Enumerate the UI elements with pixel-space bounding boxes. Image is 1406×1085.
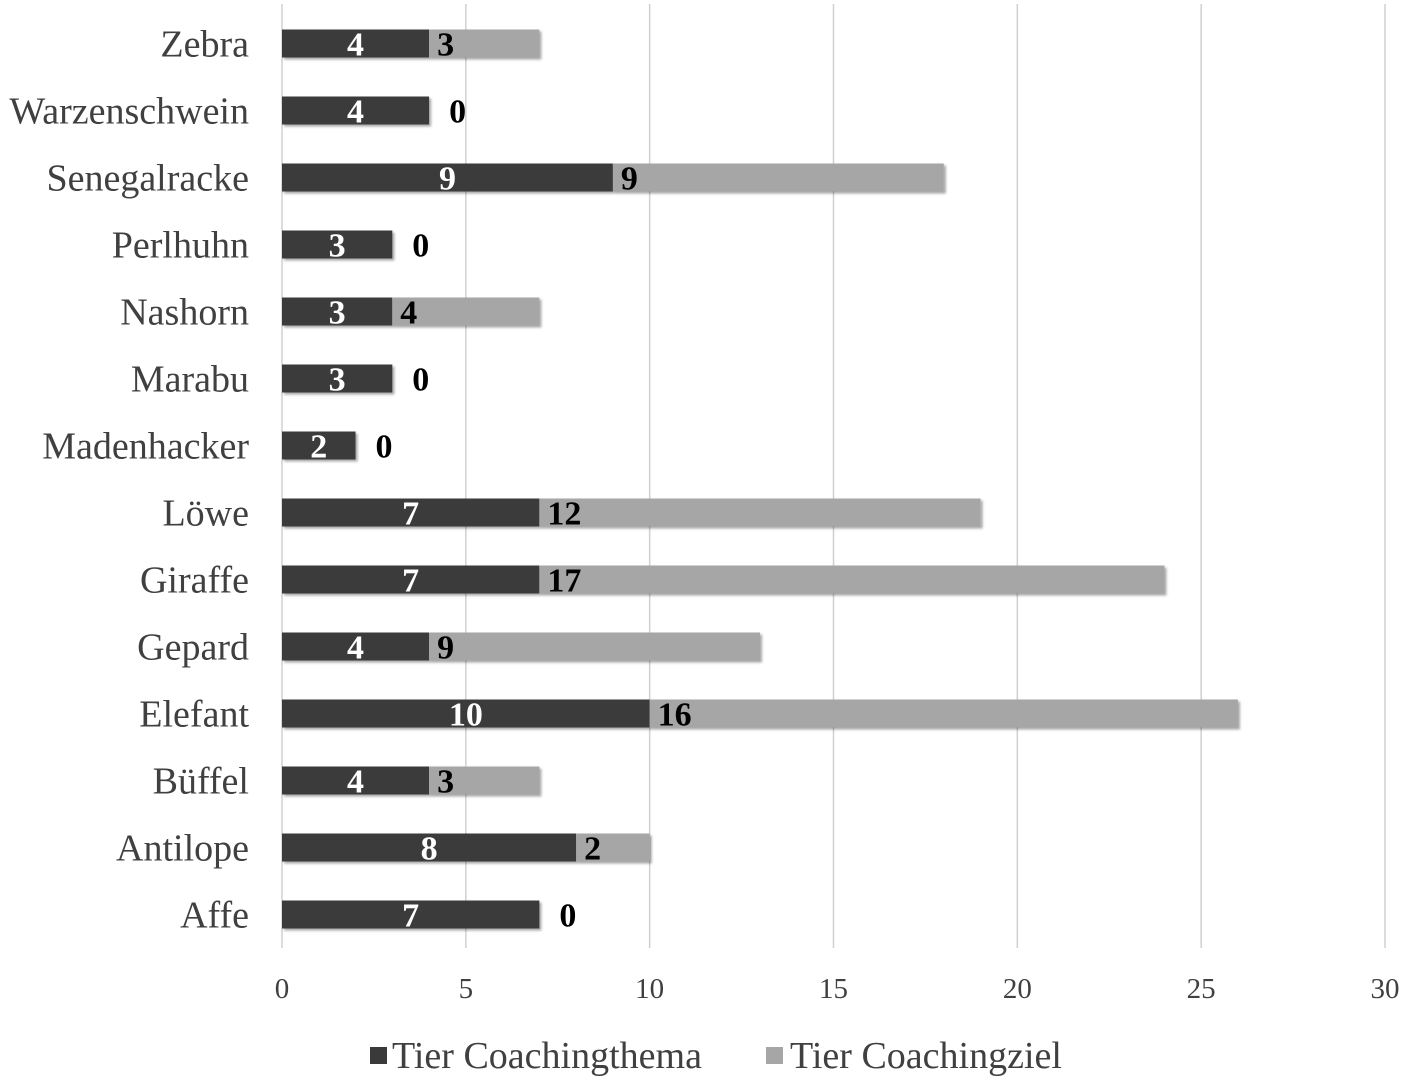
bar-coachingthema <box>282 163 613 192</box>
bar-coachingziel <box>429 29 540 58</box>
data-label-coachingthema: 2 <box>310 429 327 466</box>
x-tick-label: 30 <box>1371 973 1400 1005</box>
data-label-coachingziel: 17 <box>547 563 581 600</box>
category-label: Antilope <box>116 828 249 870</box>
data-label-coachingthema: 7 <box>402 898 419 935</box>
category-label: Elefant <box>139 694 249 736</box>
legend-swatch <box>370 1047 387 1064</box>
category-label: Madenhacker <box>42 426 249 468</box>
bar-coachingthema <box>282 900 540 929</box>
data-label-coachingthema: 4 <box>347 27 364 64</box>
bar-coachingthema <box>282 766 430 795</box>
bar-coachingthema <box>282 230 393 259</box>
category-label: Affe <box>180 895 249 937</box>
bar-coachingziel <box>539 565 1165 594</box>
data-label-coachingziel: 0 <box>412 362 429 399</box>
x-tick-label: 20 <box>1003 973 1032 1005</box>
data-label-coachingthema: 3 <box>329 295 346 332</box>
data-label-coachingziel: 0 <box>449 94 466 131</box>
category-label: Warzenschwein <box>9 91 249 133</box>
x-tick-label: 10 <box>635 973 664 1005</box>
data-label-coachingthema: 3 <box>329 362 346 399</box>
data-label-coachingziel: 9 <box>437 630 454 667</box>
bar-coachingthema <box>282 699 650 728</box>
bar-coachingziel <box>392 297 540 326</box>
data-label-coachingziel: 0 <box>376 429 393 466</box>
data-label-coachingziel: 2 <box>584 831 601 868</box>
category-label: Gepard <box>137 627 249 669</box>
legend-swatch <box>766 1047 783 1064</box>
legend-label: Tier Coachingziel <box>790 1035 1062 1077</box>
legend: Tier Coachingthema Tier Coachingziel <box>370 1035 1062 1077</box>
y-axis-categories: Affe Antilope Büffel Elefant Gepard Giraffe Lö… <box>9 24 249 937</box>
x-tick-label: 25 <box>1187 973 1216 1005</box>
x-axis-ticks: 0 5 10 15 20 25 30 <box>275 973 1400 1005</box>
data-label-coachingthema: 7 <box>402 563 419 600</box>
data-label-coachingziel: 4 <box>400 295 417 332</box>
category-label: Perlhuhn <box>112 225 249 267</box>
gridlines <box>281 4 1386 948</box>
data-label-coachingthema: 3 <box>329 228 346 265</box>
bar-coachingziel <box>576 833 650 862</box>
data-label-coachingthema: 10 <box>449 697 483 734</box>
data-label-coachingthema: 8 <box>421 831 438 868</box>
data-label-coachingziel: 0 <box>412 228 429 265</box>
category-label: Büffel <box>153 761 249 803</box>
bar-coachingziel <box>429 632 760 661</box>
data-label-coachingthema: 4 <box>347 630 364 667</box>
data-label-coachingziel: 9 <box>621 161 638 198</box>
bar-coachingthema <box>282 431 356 460</box>
data-label-coachingziel: 3 <box>437 27 454 64</box>
bar-coachingthema <box>282 498 540 527</box>
data-label-coachingziel: 12 <box>547 496 581 533</box>
data-label-coachingthema: 7 <box>402 496 419 533</box>
bar-coachingthema <box>282 632 430 661</box>
category-label: Löwe <box>162 493 249 535</box>
data-labels: 7 08 24 310 164 97 177 122 03 03 43 09 94 04 3 <box>310 27 691 935</box>
bars <box>282 29 1238 929</box>
bar-coachingziel <box>429 766 540 795</box>
data-label-coachingthema: 9 <box>439 161 456 198</box>
data-label-coachingziel: 0 <box>559 898 576 935</box>
bar-coachingthema <box>282 565 540 594</box>
bar-coachingziel <box>612 163 944 192</box>
category-label: Senegalracke <box>46 158 249 200</box>
legend-label: Tier Coachingthema <box>392 1035 702 1077</box>
bar-coachingthema <box>282 297 393 326</box>
category-label: Nashorn <box>120 292 249 334</box>
x-tick-label: 15 <box>819 973 848 1005</box>
category-label: Zebra <box>160 24 249 66</box>
bar-coachingthema <box>282 29 430 58</box>
bar-coachingthema <box>282 96 430 125</box>
bar-coachingziel <box>649 699 1238 728</box>
bar-coachingthema <box>282 833 577 862</box>
data-label-coachingziel: 16 <box>658 697 692 734</box>
x-tick-label: 0 <box>275 973 290 1005</box>
x-tick-label: 5 <box>459 973 474 1005</box>
bar-coachingthema <box>282 364 393 393</box>
data-label-coachingziel: 3 <box>437 764 454 801</box>
category-label: Marabu <box>131 359 249 401</box>
bar-coachingziel <box>539 498 981 527</box>
category-label: Giraffe <box>140 560 249 602</box>
data-label-coachingthema: 4 <box>347 94 364 131</box>
data-label-coachingthema: 4 <box>347 764 364 801</box>
